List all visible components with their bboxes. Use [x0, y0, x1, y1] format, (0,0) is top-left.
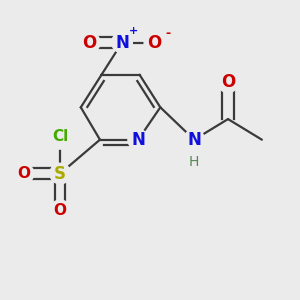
- Text: N: N: [115, 34, 129, 52]
- Text: +: +: [129, 26, 138, 36]
- Circle shape: [50, 200, 70, 221]
- Text: Cl: Cl: [52, 129, 68, 144]
- Circle shape: [13, 163, 34, 184]
- Circle shape: [50, 163, 70, 184]
- Text: O: O: [82, 34, 97, 52]
- Circle shape: [48, 124, 73, 149]
- Circle shape: [112, 32, 132, 53]
- Text: O: O: [54, 203, 67, 218]
- Text: H: H: [189, 155, 200, 169]
- Text: N: N: [187, 131, 201, 149]
- Circle shape: [184, 129, 205, 150]
- Text: O: O: [221, 73, 235, 91]
- Circle shape: [144, 32, 165, 53]
- Circle shape: [218, 72, 238, 93]
- Text: S: S: [54, 165, 66, 183]
- Text: O: O: [17, 166, 30, 181]
- Text: -: -: [165, 27, 170, 40]
- Circle shape: [128, 129, 148, 150]
- Text: N: N: [131, 131, 145, 149]
- Text: O: O: [147, 34, 161, 52]
- Circle shape: [79, 32, 100, 53]
